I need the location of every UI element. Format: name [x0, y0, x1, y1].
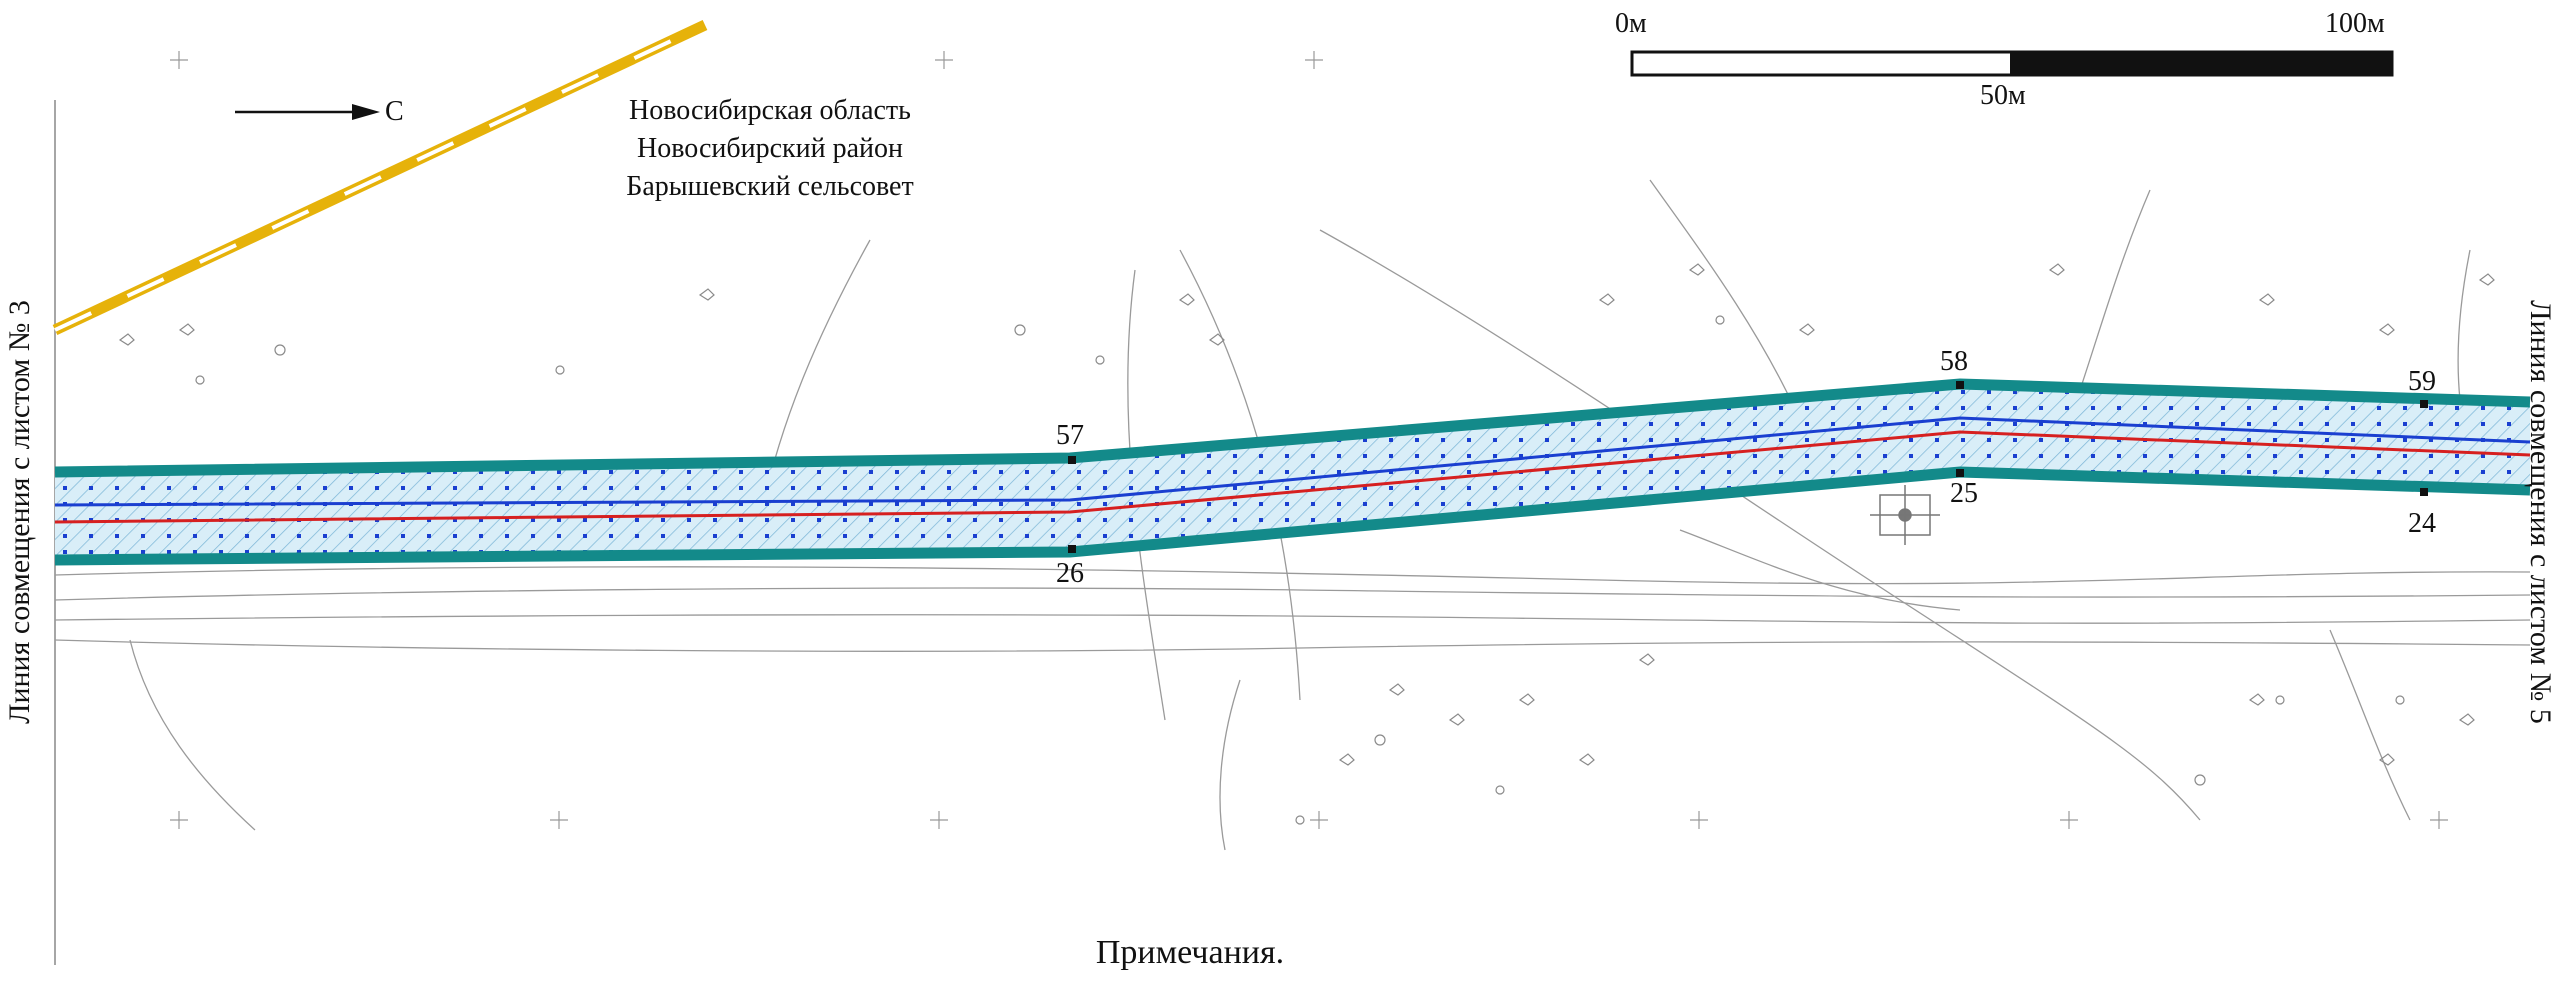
point-label-26: 26 [1056, 558, 1084, 589]
scale-start-label: 0м [1615, 8, 1647, 39]
north-arrow-label: С [385, 96, 404, 127]
vegetation-marks [118, 263, 2495, 766]
corridor-bottom-border [54, 466, 2531, 566]
structure-symbol [1870, 485, 1940, 545]
pipeline-corridor [54, 378, 2531, 566]
ground-circles [195, 315, 2405, 825]
grid-crosses [170, 51, 2448, 829]
scale-mid-label: 50м [1980, 80, 2026, 111]
centerline-blue [54, 416, 2531, 507]
right-sheet-junction-label: Линия совмещения с листом № 5 [2524, 300, 2554, 724]
district-name: Новосибирский район [637, 133, 903, 164]
left-sheet-junction-label: Линия совмещения с листом № 3 [3, 300, 36, 724]
scale-end-label: 100м [2325, 8, 2385, 39]
region-name: Новосибирская область [629, 95, 911, 126]
notes-title: Примечания. [1095, 934, 1285, 971]
settlement-name: Барышевский сельсовет [626, 171, 914, 202]
scale-bar-graphic [1630, 50, 2394, 77]
point-label-58: 58 [1940, 346, 1968, 377]
point-label-24: 24 [2408, 508, 2436, 539]
corridor-top-border [54, 378, 2531, 478]
boundary-point-markers [1068, 381, 2428, 553]
point-label-59: 59 [2408, 366, 2436, 397]
point-label-57: 57 [1056, 420, 1084, 451]
point-label-25: 25 [1950, 478, 1978, 509]
topo-contours [54, 179, 2531, 851]
railway [52, 20, 708, 335]
north-arrow-icon [235, 104, 380, 120]
centerline-red [54, 430, 2531, 524]
